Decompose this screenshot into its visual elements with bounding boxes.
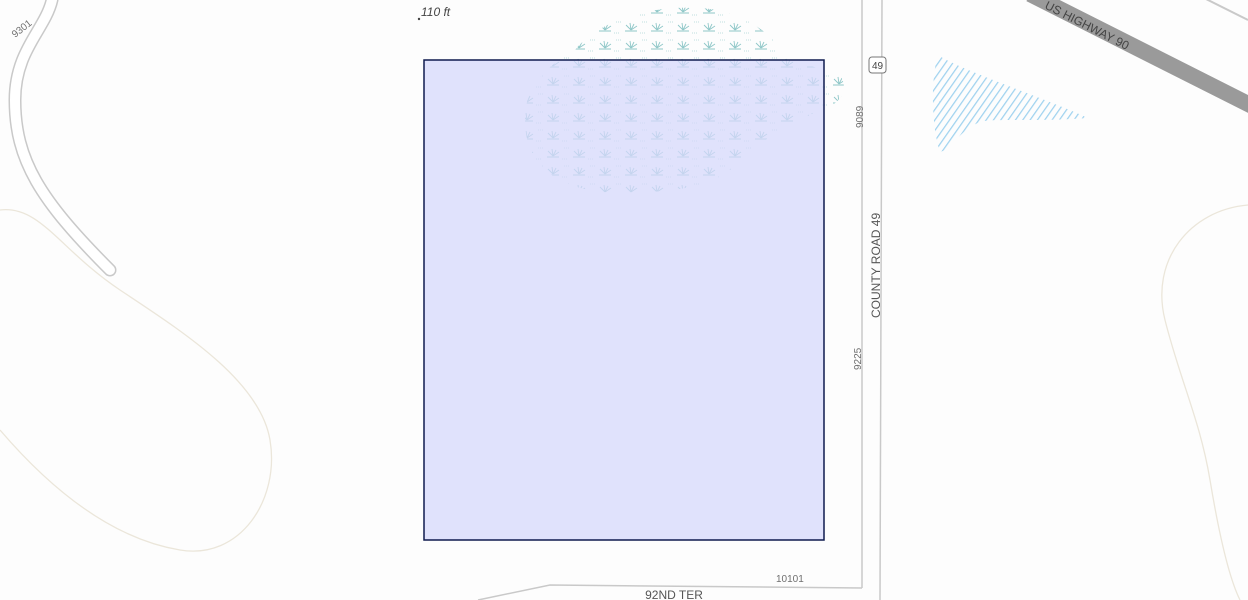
water-body bbox=[932, 55, 1088, 152]
road-edge bbox=[1205, 0, 1248, 21]
address-label: 10101 bbox=[776, 574, 804, 585]
address-label: 9225 bbox=[853, 347, 864, 370]
shield-label: 49 bbox=[872, 61, 884, 72]
road bbox=[9, 0, 115, 275]
contour bbox=[1161, 204, 1248, 600]
parcel[interactable] bbox=[423, 59, 825, 541]
address-label: 9089 bbox=[855, 105, 866, 128]
road-label: COUNTY ROAD 49 bbox=[869, 213, 883, 318]
road-label: US HIGHWAY 90 bbox=[1043, 0, 1132, 53]
highway-shield bbox=[868, 56, 887, 74]
road-edge bbox=[477, 584, 863, 600]
road-label: 92ND TER bbox=[645, 588, 703, 600]
contour bbox=[0, 209, 273, 552]
road-edge bbox=[861, 0, 883, 600]
highway bbox=[1026, 0, 1248, 113]
measure-point bbox=[417, 17, 421, 21]
scale-label: 110 ft bbox=[421, 5, 451, 19]
